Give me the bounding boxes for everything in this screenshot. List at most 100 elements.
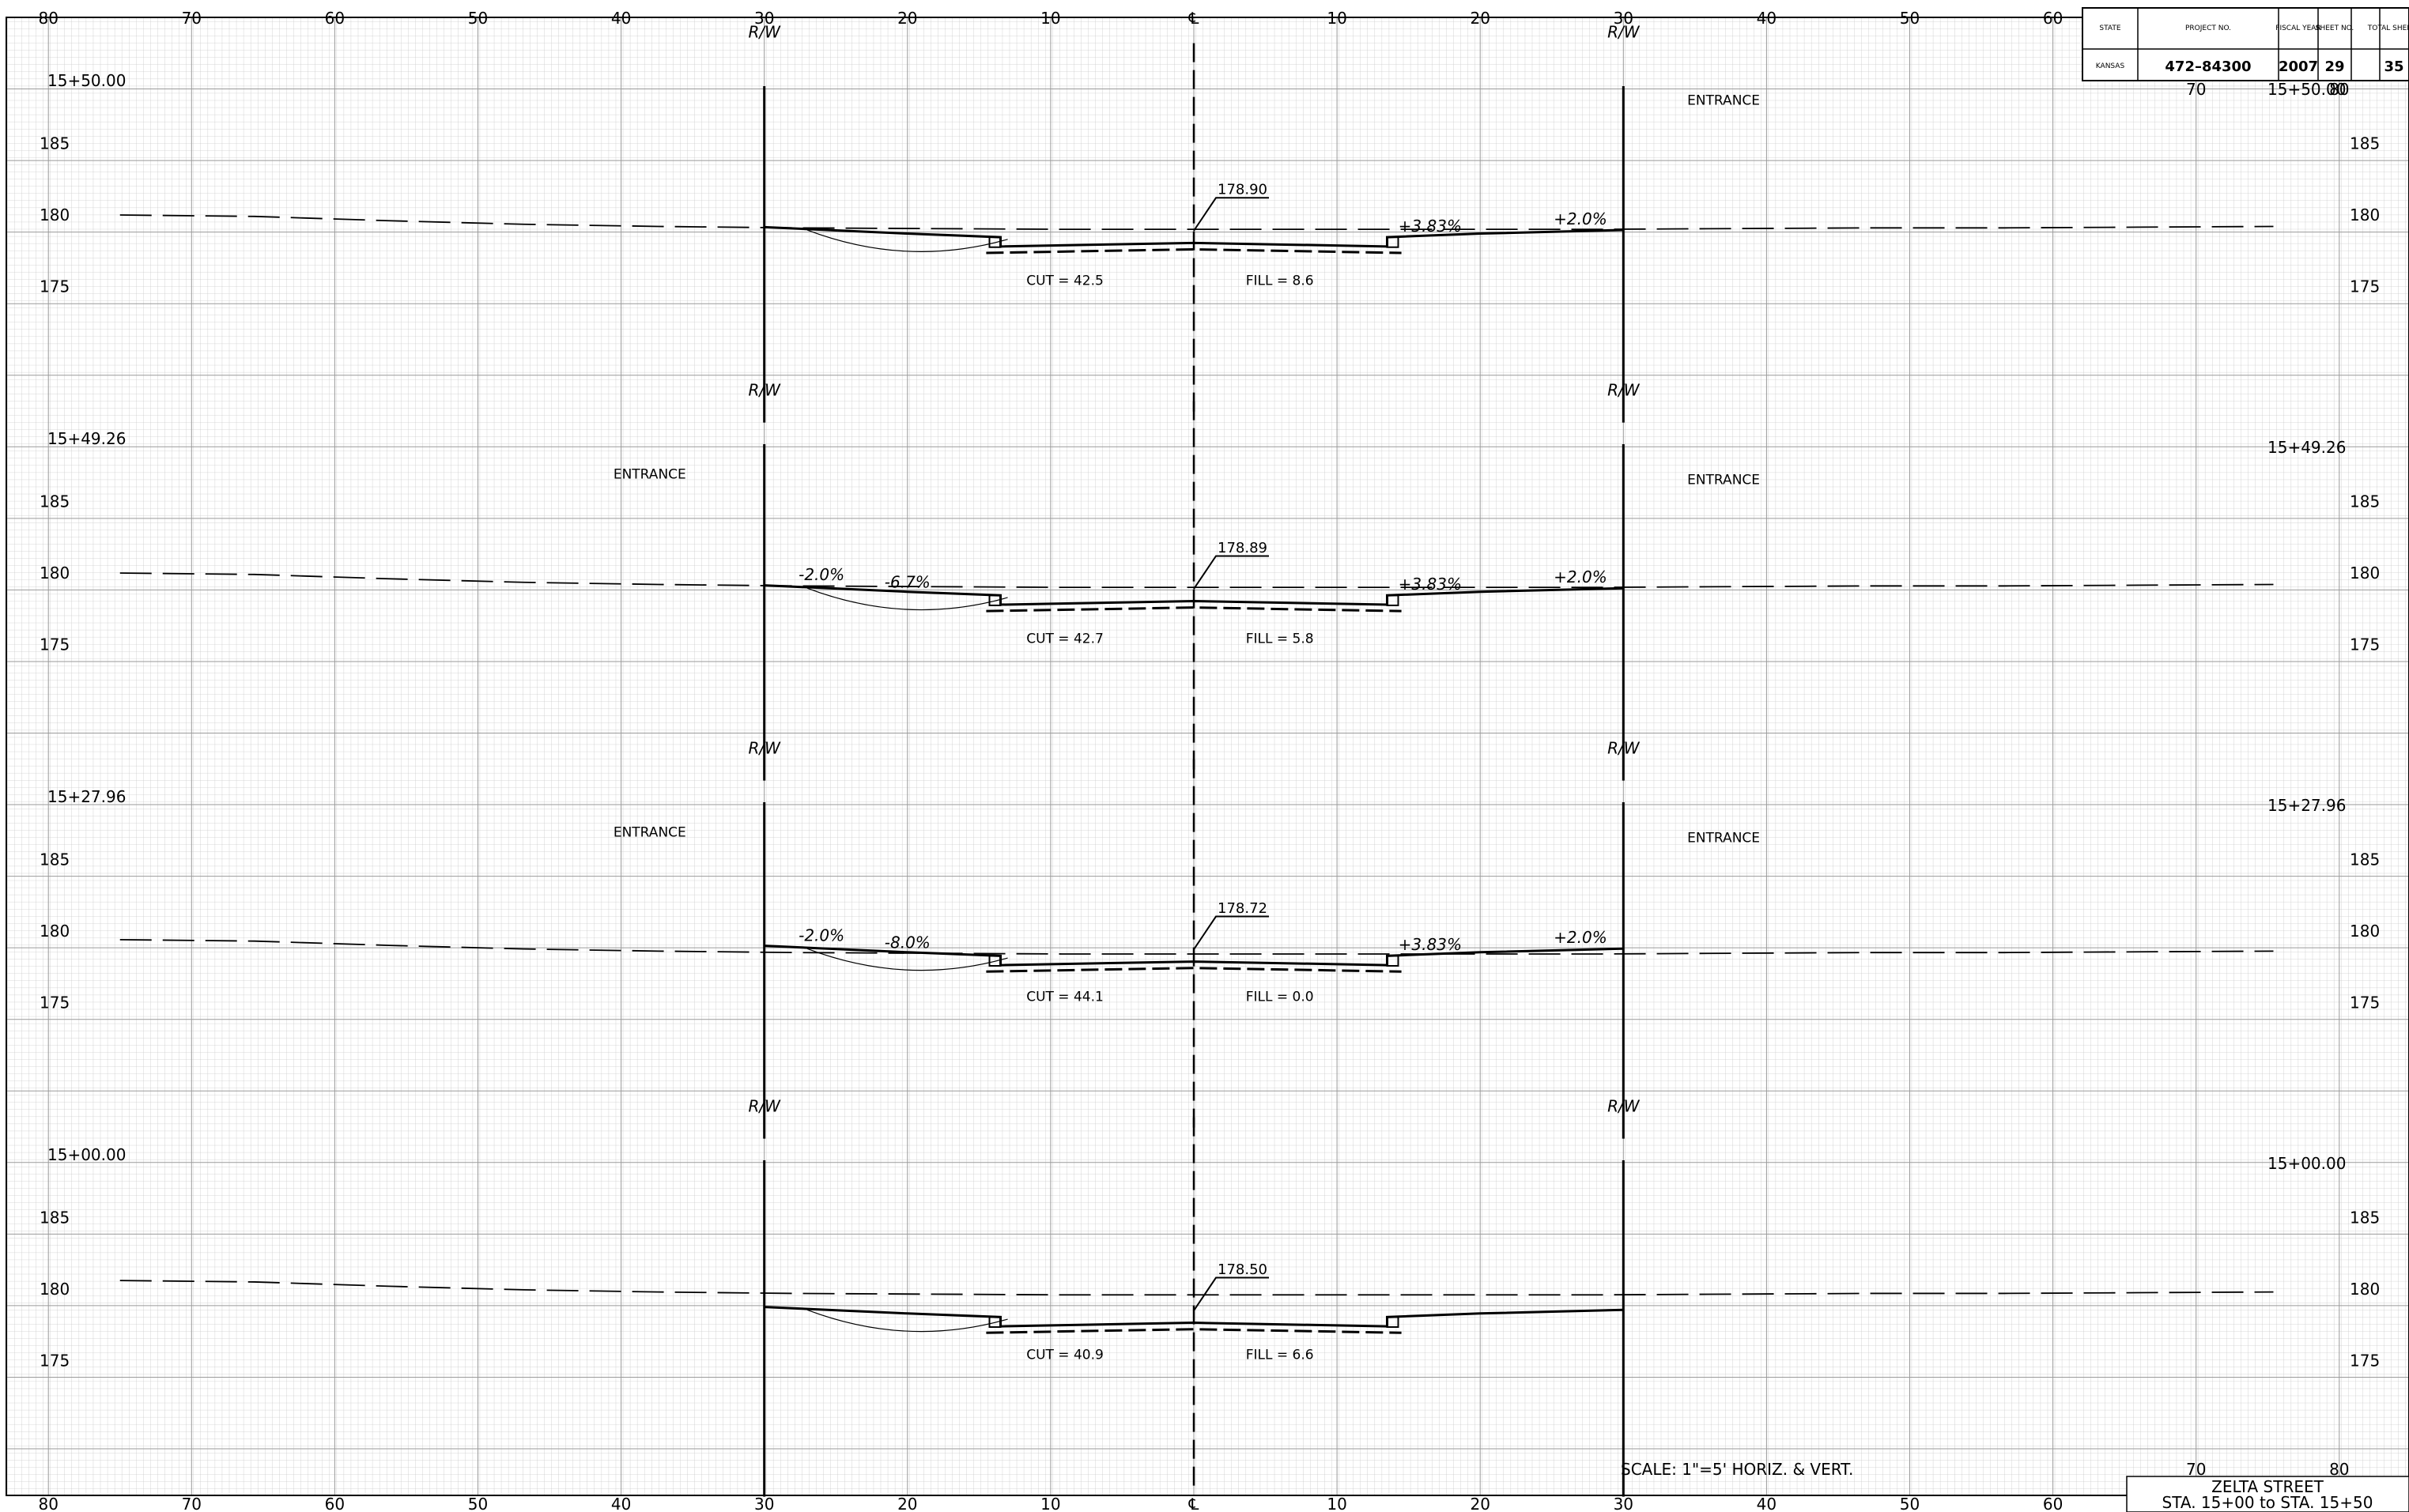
grid-paper bbox=[6, 17, 2409, 1495]
entrance-label-right: ENTRANCE bbox=[1687, 93, 1760, 109]
station-label-left: 15+50.00 bbox=[47, 71, 126, 90]
title-block: STATE PROJECT NO. FISCAL YEAR SHEET NO. … bbox=[2082, 7, 2409, 81]
cut-label: CUT = 40.9 bbox=[1026, 1348, 1104, 1363]
proposed-grade-line bbox=[764, 1306, 1624, 1328]
bottom-scale-label: 10 bbox=[1327, 1495, 1346, 1512]
top-scale-label: 40 bbox=[611, 9, 631, 28]
scale-note: SCALE: 1"=5' HORIZ. & VERT. bbox=[1621, 1460, 1853, 1479]
elev-label-right: 185 bbox=[2350, 492, 2380, 511]
rw-label-right: R/W bbox=[1607, 380, 1641, 399]
curb bbox=[1386, 594, 1399, 606]
slope-label-left: -8.0% bbox=[885, 933, 931, 952]
station-label-right: 15+00.00 bbox=[2267, 1154, 2346, 1173]
cross-section-15+00.00: R/W R/W 15+00.00 15+00.00 185 185 180 180 175 175… bbox=[40, 1096, 2380, 1497]
slope-label-right: +2.0% bbox=[1554, 567, 1607, 586]
tb-header-sheet: SHEET NO. bbox=[2316, 25, 2354, 32]
bottom-scale-label: 70 bbox=[182, 1495, 202, 1512]
center-elev-leader bbox=[1193, 915, 1269, 950]
elev-label-left: 180 bbox=[40, 564, 70, 583]
proposed-grade-line bbox=[764, 584, 1624, 606]
center-elev-leader bbox=[1193, 197, 1269, 232]
sheet-title-block: ZELTA STREET STA. 15+00 to STA. 15+50 bbox=[2126, 1476, 2409, 1512]
top-scale-label: 40 bbox=[1757, 9, 1777, 28]
cut-label: CUT = 42.7 bbox=[1026, 632, 1104, 647]
slope-label-left: -6.7% bbox=[885, 572, 931, 591]
tb-value-project: 472–84300 bbox=[2165, 58, 2251, 75]
bottom-scale-label: 20 bbox=[897, 1495, 917, 1512]
pavement-subgrade-line bbox=[986, 1328, 1402, 1334]
center-elev-label: 178.50 bbox=[1218, 1261, 1267, 1278]
tb-header-fiscal: FISCAL YEAR bbox=[2275, 25, 2320, 32]
elev-label-left: 180 bbox=[40, 1280, 70, 1299]
rw-label-left: R/W bbox=[748, 1096, 781, 1115]
station-label-left: 15+00.00 bbox=[47, 1145, 126, 1164]
fill-label: FILL = 8.6 bbox=[1246, 273, 1314, 289]
tb-value-fiscal: 2007 bbox=[2279, 58, 2318, 75]
fill-label: FILL = 6.6 bbox=[1246, 1348, 1314, 1363]
entrance-label-left: ENTRANCE bbox=[614, 466, 686, 482]
top-scale-label: ℄ bbox=[1188, 9, 1199, 28]
cross-section-15+27.96: R/W R/W 15+27.96 15+27.96 185 185 180 180 175 175… bbox=[40, 738, 2380, 1139]
curb bbox=[1386, 1316, 1399, 1328]
existing-ground-line bbox=[119, 214, 2274, 231]
elev-label-left: 185 bbox=[40, 492, 70, 511]
elev-label-right: 180 bbox=[2350, 1280, 2380, 1299]
top-scale-label: 30 bbox=[1614, 9, 1633, 28]
ditch-line bbox=[806, 229, 1008, 252]
curb bbox=[988, 1316, 1002, 1328]
proposed-grade-line bbox=[764, 225, 1624, 248]
top-offset-scale: 80 70 60 50 40 30 20 10 ℄ 10 20 30 40 50 60 70 80 bbox=[38, 9, 2349, 99]
top-scale-label: 20 bbox=[897, 9, 917, 28]
elev-label-right: 175 bbox=[2350, 1352, 2380, 1371]
elev-label-right: 185 bbox=[2350, 134, 2380, 153]
bottom-scale-label: 80 bbox=[38, 1495, 58, 1512]
station-label-left: 15+49.26 bbox=[47, 429, 126, 448]
elev-label-right: 180 bbox=[2350, 922, 2380, 941]
bottom-scale-label: 70 bbox=[2186, 1460, 2206, 1479]
tb-header-state: STATE bbox=[2099, 25, 2120, 32]
bottom-scale-label: ℄ bbox=[1188, 1495, 1199, 1512]
elev-label-right: 175 bbox=[2350, 277, 2380, 296]
elev-label-left: 175 bbox=[40, 994, 70, 1012]
rw-label-left: R/W bbox=[748, 380, 781, 399]
rw-label-left: R/W bbox=[748, 738, 781, 757]
slope-label-right: +2.0% bbox=[1554, 209, 1607, 228]
bottom-scale-label: 60 bbox=[325, 1495, 345, 1512]
existing-ground-line bbox=[119, 938, 2274, 955]
elev-label-right: 180 bbox=[2350, 564, 2380, 583]
tb-value-state: KANSAS bbox=[2096, 62, 2125, 70]
elev-label-left: 175 bbox=[40, 1352, 70, 1371]
rw-label-right: R/W bbox=[1607, 738, 1641, 757]
center-elev-label: 178.90 bbox=[1218, 182, 1267, 198]
bottom-scale-label: 30 bbox=[754, 1495, 774, 1512]
bottom-scale-label: 40 bbox=[1757, 1495, 1777, 1512]
top-scale-label: 10 bbox=[1327, 9, 1346, 28]
bottom-scale-label: 50 bbox=[468, 1495, 488, 1512]
fill-label: FILL = 0.0 bbox=[1246, 990, 1314, 1005]
elev-label-right: 180 bbox=[2350, 205, 2380, 224]
pavement-subgrade-line bbox=[986, 247, 1402, 255]
curb bbox=[988, 236, 1002, 248]
entrance-label-right: ENTRANCE bbox=[1687, 473, 1760, 488]
top-scale-label: 30 bbox=[754, 9, 774, 28]
cross-section-15+49.26: R/W R/W 15+49.26 15+49.26 185 185 180 180 175 175… bbox=[40, 380, 2380, 781]
slope-label-right: +3.83% bbox=[1399, 217, 1462, 236]
top-scale-label: 80 bbox=[38, 9, 58, 28]
sheet-border bbox=[6, 17, 2409, 1496]
bottom-scale-label: 80 bbox=[2329, 1460, 2349, 1479]
existing-ground-line bbox=[119, 572, 2274, 589]
elev-label-left: 185 bbox=[40, 134, 70, 153]
cross-sections: R/W R/W 15+50.00 15+50.00 185 185 180 180 175 175… bbox=[40, 22, 2380, 1497]
existing-ground-line bbox=[119, 1280, 2274, 1296]
bottom-scale-label: 30 bbox=[1614, 1495, 1633, 1512]
rw-label-right: R/W bbox=[1607, 1096, 1641, 1115]
slope-label-right: +3.83% bbox=[1399, 935, 1462, 954]
bottom-scale-label: 50 bbox=[1900, 1495, 1920, 1512]
center-elev-leader bbox=[1193, 1276, 1269, 1311]
top-scale-label: 50 bbox=[1900, 9, 1920, 28]
cross-section-15+50.00: R/W R/W 15+50.00 15+50.00 185 185 180 180 175 175… bbox=[40, 22, 2380, 423]
tb-header-project: PROJECT NO. bbox=[2185, 25, 2231, 32]
rw-label-right: R/W bbox=[1607, 22, 1641, 41]
bottom-scale-label: 20 bbox=[1470, 1495, 1490, 1512]
